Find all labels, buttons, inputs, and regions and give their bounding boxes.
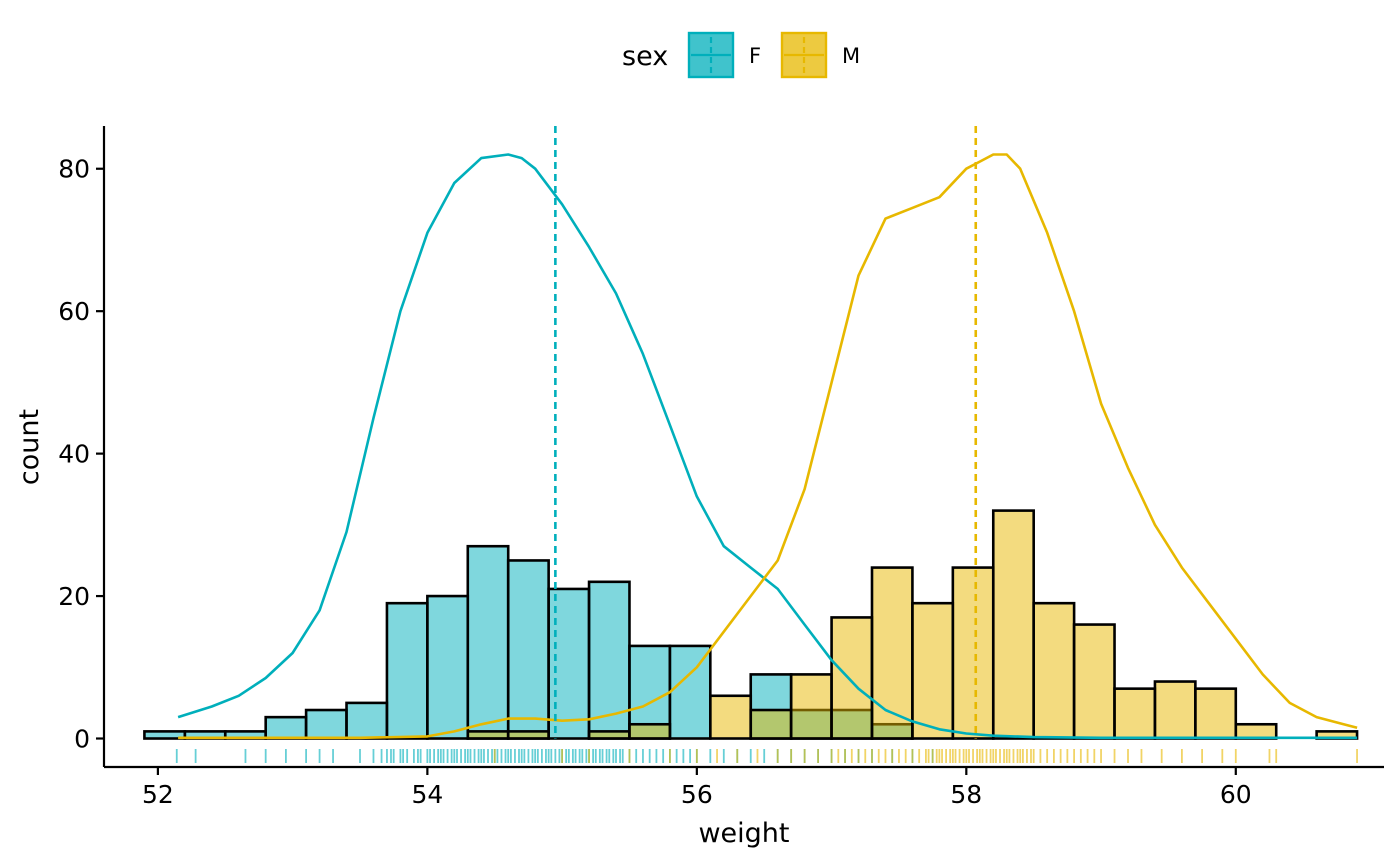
mean-lines: [554, 126, 978, 739]
y-tick-label-40: 40: [58, 440, 90, 469]
y-tick-label-0: 0: [74, 725, 90, 754]
bar-f-3: [264, 715, 308, 740]
bar-m-23: [1072, 623, 1116, 740]
bar-m-19: [911, 601, 955, 740]
bar-m-20: [951, 566, 995, 740]
legend-label-f: F: [749, 44, 761, 68]
x-tick-label-54: 54: [411, 780, 443, 809]
y-tick-label-60: 60: [58, 297, 90, 326]
density-curves: [177, 153, 1358, 740]
y-tick-label-20: 20: [58, 582, 90, 611]
legend: sex F M: [622, 31, 860, 79]
density-curve-m: [178, 153, 1358, 740]
bar-f-8: [466, 544, 510, 740]
bar-m-18: [870, 566, 914, 740]
bar-f-5: [345, 701, 389, 740]
bar-m-14: [709, 694, 753, 740]
rug-marks: [175, 749, 1358, 763]
bar-m-27: [1234, 722, 1278, 740]
x-tick-label-60: 60: [1220, 780, 1252, 809]
bar-m-8: [466, 730, 510, 740]
bar-f-13: [668, 644, 712, 740]
legend-label-m: M: [842, 44, 860, 68]
x-axis-title: weight: [698, 818, 789, 849]
x-tick-label-52: 52: [142, 780, 174, 809]
bar-m-15: [749, 708, 793, 740]
legend-key-m: [780, 31, 828, 79]
y-tick-label-80: 80: [58, 155, 90, 184]
bar-f-4: [304, 708, 348, 740]
bar-m-22: [1032, 601, 1076, 740]
bar-m-25: [1153, 680, 1197, 740]
bar-m-9: [506, 730, 550, 740]
bar-f-7: [426, 594, 470, 740]
x-tick-label-58: 58: [950, 780, 982, 809]
bar-m-12: [628, 722, 672, 740]
y-axis-title: count: [14, 409, 45, 485]
bar-m-21: [991, 509, 1035, 740]
legend-title: sex: [622, 41, 668, 72]
bar-m-11: [587, 730, 631, 740]
bar-m-17: [830, 616, 874, 740]
axes: 52 54 56 58 60 0 20 40 60 80: [58, 126, 1384, 809]
density-curve-f: [177, 153, 1358, 740]
bar-m-26: [1194, 687, 1238, 740]
bar-m-24: [1113, 687, 1157, 740]
bar-f-9: [506, 559, 550, 740]
histogram-bars: [143, 509, 1359, 740]
bar-f-6: [385, 601, 429, 740]
x-tick-label-56: 56: [681, 780, 713, 809]
legend-key-f: [687, 31, 735, 79]
bar-m-16: [789, 673, 833, 740]
